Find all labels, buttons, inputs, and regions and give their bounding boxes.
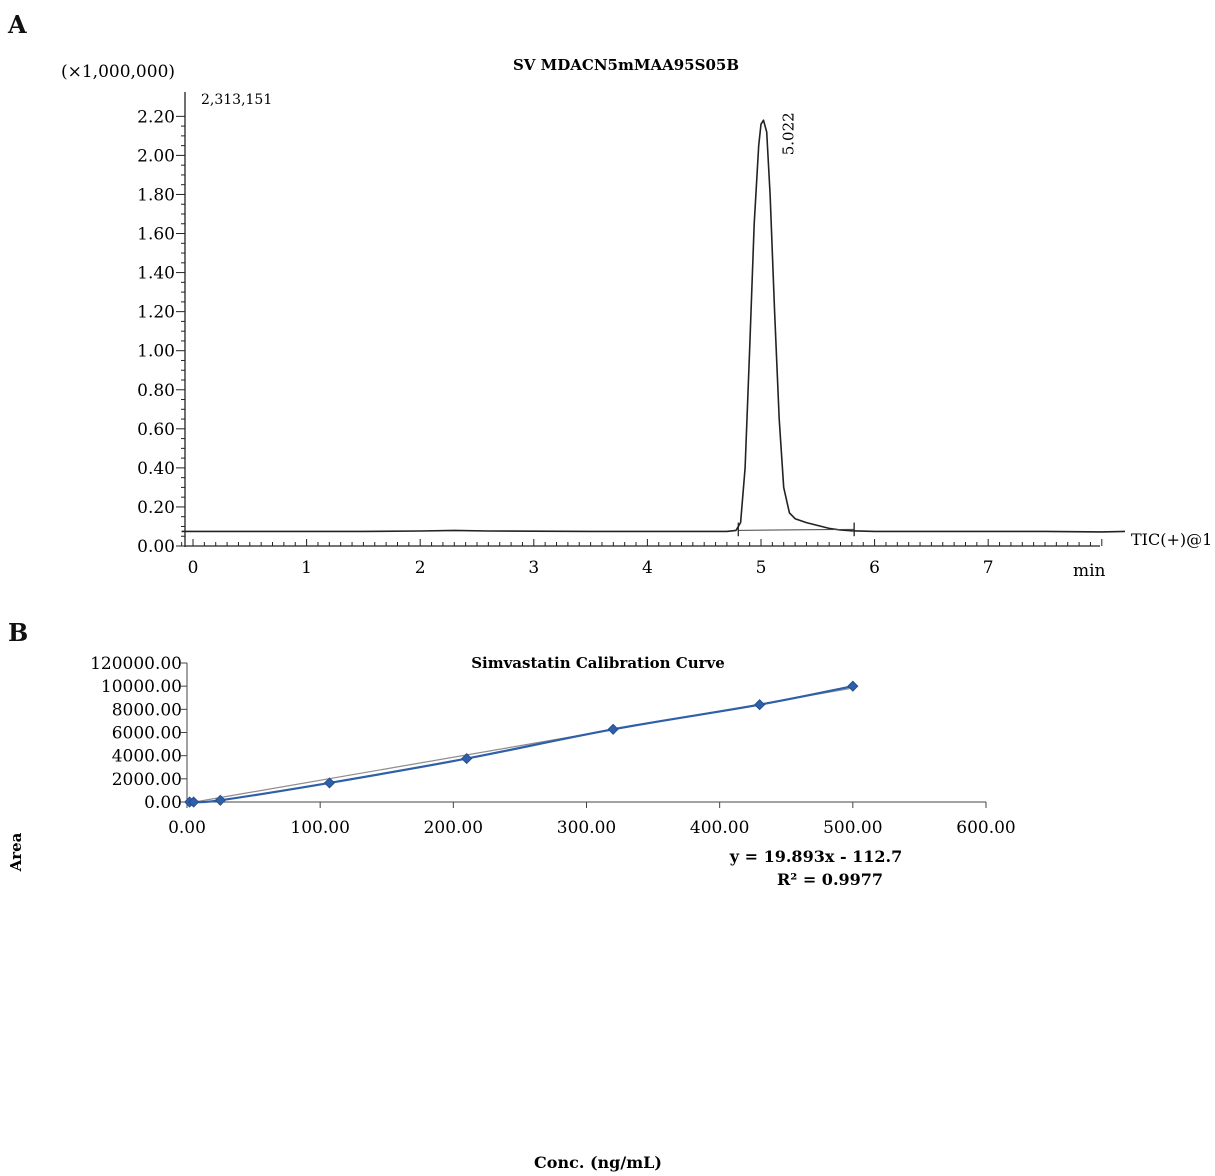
panel-label-a: A — [8, 10, 27, 39]
y-tick-label: 6000.00 — [112, 724, 182, 744]
y-tick-label: 0.00 — [144, 793, 182, 813]
panel-label-b: B — [8, 618, 29, 647]
x-axis: 0 1 2 3 4 5 6 7 — [181, 539, 1103, 578]
x-axis-unit-label: min — [1073, 561, 1106, 581]
y-tick-label: 0.80 — [137, 381, 175, 401]
data-point-marker — [214, 794, 226, 806]
regression-equation: y = 19.893x - 112.7 — [729, 847, 903, 866]
y-tick-label: 10000.00 — [101, 677, 182, 697]
x-tick-label: 600.00 — [956, 818, 1015, 838]
x-tick-label: 400.00 — [690, 818, 749, 838]
y-tick-label: 1.20 — [137, 303, 175, 323]
x-tick-label: 500.00 — [823, 818, 882, 838]
max-intensity-label: 2,313,151 — [201, 92, 272, 108]
y-tick-label: 1.60 — [137, 225, 175, 245]
x-tick-label: 200.00 — [424, 818, 483, 838]
y-tick-label: 0.00 — [137, 537, 175, 557]
plot-area — [184, 680, 859, 808]
axes: 0.00 2000.00 4000.00 6000.00 8000.00 10000.00… — [90, 654, 1016, 838]
y-tick-label: 0.40 — [137, 459, 175, 479]
y-tick-label: 1.40 — [137, 264, 175, 284]
x-tick-label: 2 — [415, 558, 426, 578]
data-point-marker — [847, 680, 859, 692]
calibration-chart: Simvastatin Calibration Curve Area Conc.… — [7, 654, 1016, 1172]
y-tick-label: 4000.00 — [112, 747, 182, 767]
y-tick-label: 2.20 — [137, 107, 175, 127]
plot-area — [181, 119, 1126, 537]
data-point-marker — [188, 796, 200, 808]
x-tick-label: 1 — [301, 558, 312, 578]
chromatogram-trace — [181, 119, 1126, 533]
y-multiplier-label: (×1,000,000) — [61, 62, 175, 82]
data-point-marker — [461, 752, 473, 765]
x-tick-label: 3 — [528, 558, 539, 578]
x-tick-label: 5 — [756, 558, 767, 578]
x-tick-label: 100.00 — [290, 818, 349, 838]
x-tick-label: 6 — [869, 558, 880, 578]
data-point-marker — [323, 777, 336, 789]
peak-integration-baseline — [738, 528, 855, 531]
x-tick-label: 300.00 — [557, 818, 616, 838]
trace-label: TIC(+)@1 — [1131, 530, 1212, 549]
calibration-series-line — [188, 685, 854, 804]
y-axis: 0.00 0.20 0.40 0.60 0.80 1.00 1.20 1.40 1.60 1.80… — [137, 92, 186, 557]
y-tick-label: 0.20 — [137, 498, 175, 518]
chromatogram-chart: SV MDACN5mMAA95S05B (×1,000,000) 2,313,1… — [61, 56, 1212, 581]
peak-label: 5.022 — [779, 112, 797, 155]
x-axis-title: Conc. (ng/mL) — [534, 1153, 662, 1172]
x-tick-label: 0.00 — [168, 818, 206, 838]
y-tick-label: 2000.00 — [112, 770, 182, 790]
x-tick-label: 0 — [188, 558, 199, 578]
data-point-marker — [607, 723, 619, 735]
y-tick-label: 8000.00 — [112, 700, 182, 720]
y-tick-label: 0.60 — [137, 420, 175, 440]
y-tick-label: 1.00 — [137, 342, 175, 362]
y-tick-label: 1.80 — [137, 185, 175, 205]
data-point-marker — [754, 699, 766, 711]
calibration-title: Simvastatin Calibration Curve — [471, 654, 725, 672]
x-tick-label: 4 — [642, 558, 653, 578]
x-tick-label: 7 — [983, 558, 994, 578]
y-tick-label: 120000.00 — [90, 654, 182, 674]
y-axis-title: Area — [7, 832, 25, 872]
chromatogram-title: SV MDACN5mMAA95S05B — [513, 56, 739, 74]
r-squared-label: R² = 0.9977 — [777, 870, 883, 889]
y-tick-label: 2.00 — [137, 146, 175, 166]
